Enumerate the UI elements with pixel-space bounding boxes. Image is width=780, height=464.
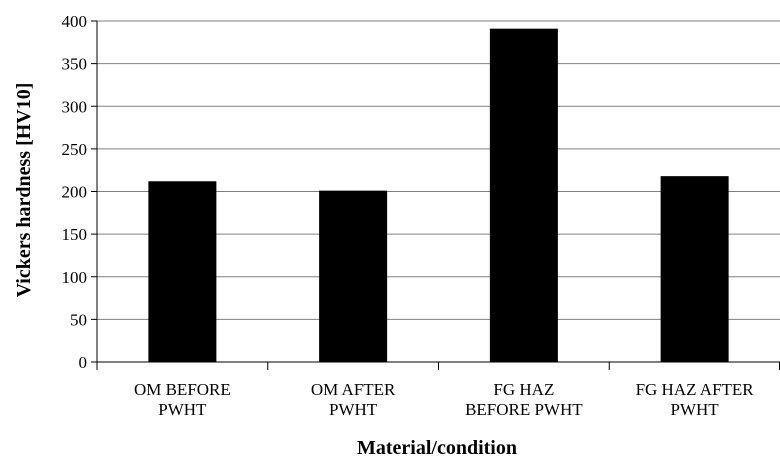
y-tick-label: 300 [62,97,88,116]
bar [489,28,558,363]
y-tick-label: 250 [62,140,88,159]
y-tick-label: 0 [79,353,88,372]
y-tick-label: 150 [62,225,88,244]
x-category-label-line: FG HAZ AFTER [636,380,755,399]
x-category-label: FG HAZ AFTER PWHT [636,380,755,419]
x-category-label-line: FG HAZ [493,380,554,399]
y-tick-label: 50 [70,310,87,329]
x-category-label-line: PWHT [329,400,378,419]
y-axis-title: Vickers hardness [HV10] [13,83,35,298]
x-category-label-line: PWHT [158,400,207,419]
x-category-label-line: BEFORE PWHT [465,400,583,419]
x-category-label-line: PWHT [671,400,720,419]
x-category-label-line: OM BEFORE [134,380,231,399]
x-category-label: FG HAZ BEFORE PWHT [465,380,583,419]
bar [660,176,729,362]
x-category-label: OM BEFORE PWHT [134,380,231,419]
y-tick-label: 100 [62,268,88,287]
y-tick-labels: 0 50 100 150 200 250 300 350 400 [62,12,88,372]
bar [319,190,388,362]
x-axis-title: Material/condition [357,437,517,459]
x-category-label-line: OM AFTER [311,380,396,399]
y-tick-label: 350 [62,55,88,74]
y-tick-label: 400 [62,12,88,31]
x-category-label: OM AFTER PWHT [311,380,396,419]
y-tick-label: 200 [62,183,88,202]
bar [148,181,217,362]
bars [148,28,729,363]
axes [91,20,780,370]
